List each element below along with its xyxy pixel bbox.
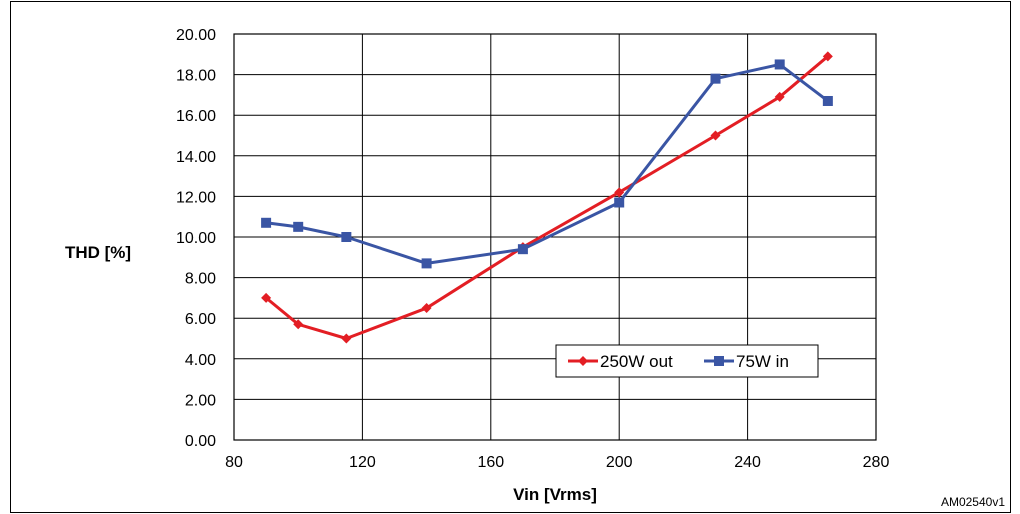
y-tick-label: 6.00	[185, 311, 216, 328]
y-tick-label: 10.00	[176, 230, 216, 247]
data-point	[710, 73, 721, 84]
x-axis-label: Vin [Vrms]	[513, 485, 597, 504]
data-point	[710, 130, 721, 141]
y-tick-label: 14.00	[176, 149, 216, 166]
data-point	[261, 217, 272, 228]
y-tick-labels: 0.00 2.00 4.00 6.00 8.00 10.00 12.00 14.00 16.00…	[176, 27, 216, 450]
legend: 250W out 75W in	[555, 344, 819, 378]
x-tick-label: 280	[863, 454, 890, 471]
legend-label: 250W out	[600, 352, 673, 371]
data-point	[341, 232, 352, 242]
data-point	[822, 95, 833, 106]
series-layer	[261, 51, 833, 344]
legend-label: 75W in	[736, 352, 789, 371]
data-point	[293, 221, 304, 232]
data-point	[421, 303, 432, 314]
x-tick-label: 120	[349, 454, 376, 471]
y-tick-label: 0.00	[185, 433, 216, 450]
data-point	[421, 258, 432, 269]
x-tick-label: 80	[225, 454, 243, 471]
legend-item: 75W in	[704, 352, 789, 371]
y-tick-label: 8.00	[185, 271, 216, 288]
data-point	[341, 333, 352, 344]
data-point	[774, 59, 785, 70]
data-point	[261, 292, 272, 303]
x-tick-label: 200	[606, 454, 633, 471]
data-point	[614, 197, 625, 208]
y-tick-label: 16.00	[176, 108, 216, 125]
data-point	[774, 91, 785, 102]
y-tick-label: 4.00	[185, 352, 216, 369]
figure-id: AM02540v1	[941, 495, 1005, 509]
y-tick-label: 20.00	[176, 27, 216, 44]
data-point	[822, 51, 833, 62]
legend-marker	[578, 356, 588, 366]
y-axis-label: THD [%]	[65, 243, 131, 262]
data-point	[293, 319, 304, 330]
y-tick-label: 18.00	[176, 68, 216, 85]
plot-border	[233, 33, 877, 441]
legend-marker	[714, 356, 724, 366]
data-point	[517, 244, 528, 255]
y-tick-label: 2.00	[185, 392, 216, 409]
y-tick-label: 12.00	[176, 189, 216, 206]
series-75w-in	[261, 59, 833, 269]
x-tick-label: 240	[734, 454, 761, 471]
x-tick-labels: 80 120 160 200 240 280	[225, 454, 889, 471]
x-tick-label: 160	[477, 454, 504, 471]
legend-items: 250W out 75W in	[568, 352, 789, 371]
legend-box	[555, 344, 819, 378]
data-point	[614, 187, 625, 198]
legend-item: 250W out	[568, 352, 673, 371]
